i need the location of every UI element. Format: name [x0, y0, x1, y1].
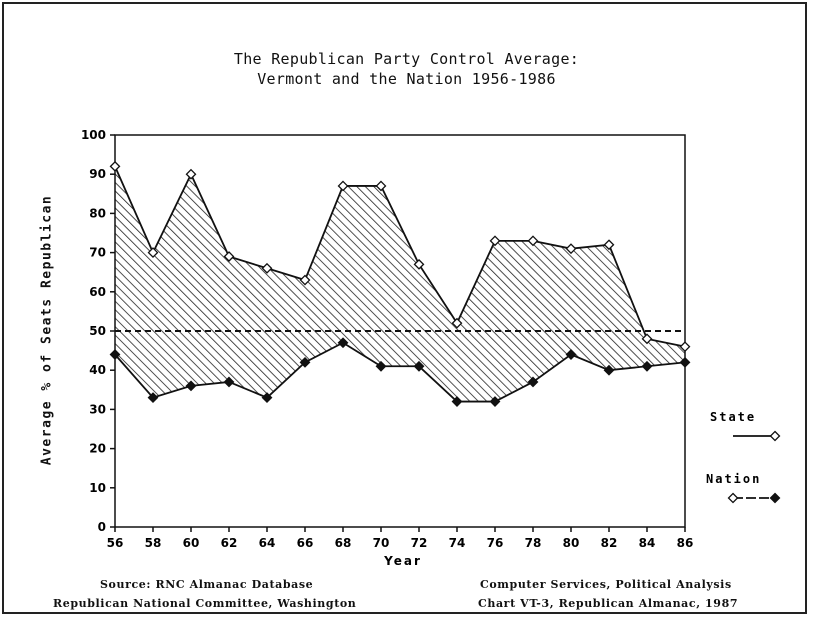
- footer-source-line1: Source: RNC Almanac Database: [100, 578, 314, 591]
- footer-source-line2: Republican National Committee, Washingto…: [53, 597, 357, 610]
- footer-credit-line1: Computer Services, Political Analysis: [480, 578, 732, 591]
- data-point-state: [185, 168, 197, 180]
- x-tick-label: 72: [411, 536, 428, 550]
- chart-title-line2: Vermont and the Nation 1956-1986: [257, 70, 556, 88]
- data-point-state: [413, 258, 425, 270]
- series-line-state: [114, 165, 686, 348]
- series-line-nation: [114, 341, 686, 403]
- y-tick-label: 70: [89, 246, 106, 260]
- footer-credit-line2: Chart VT-3, Republican Almanac, 1987: [478, 597, 739, 610]
- data-point-nation: [679, 356, 691, 368]
- data-point-nation: [147, 392, 159, 404]
- x-tick-label: 66: [297, 536, 314, 550]
- chart-frame: [2, 2, 807, 614]
- area-between-series: [115, 166, 685, 402]
- data-point-nation: [185, 380, 197, 392]
- data-point-nation: [527, 376, 539, 388]
- x-tick-label: 74: [449, 536, 466, 550]
- x-tick-label: 84: [639, 536, 656, 550]
- data-point-state: [451, 317, 463, 329]
- x-tick-label: 64: [259, 536, 276, 550]
- x-tick-label: 68: [335, 536, 352, 550]
- legend-label-state: State: [710, 410, 756, 424]
- data-point-nation: [451, 396, 463, 407]
- y-tick-label: 80: [89, 206, 106, 220]
- y-tick-label: 30: [89, 402, 106, 416]
- x-tick-label: 78: [525, 536, 542, 550]
- data-point-nation: [337, 337, 349, 349]
- y-tick-label: 60: [89, 285, 106, 299]
- data-point-state: [565, 243, 577, 255]
- data-point-state: [337, 180, 349, 192]
- data-point-nation: [565, 349, 577, 360]
- y-tick-label: 20: [89, 442, 106, 456]
- data-point-state: [679, 341, 691, 353]
- y-tick-label: 10: [89, 481, 106, 495]
- data-point-state: [223, 251, 235, 262]
- y-tick-label: 100: [81, 128, 106, 142]
- x-tick-label: 70: [373, 536, 390, 550]
- data-point-state: [375, 180, 387, 192]
- data-point-state: [527, 235, 539, 247]
- legend-marker-state: [769, 430, 781, 442]
- data-point-nation: [261, 392, 273, 404]
- data-point-nation: [489, 396, 501, 407]
- y-tick-label: 40: [89, 363, 106, 377]
- x-tick-label: 86: [677, 536, 694, 550]
- data-point-nation: [375, 360, 387, 372]
- data-point-nation: [223, 376, 235, 388]
- legend-marker-nation-open: [727, 492, 739, 504]
- x-axis-label: Year: [383, 554, 422, 568]
- data-point-state: [299, 274, 311, 286]
- y-tick-label: 0: [98, 520, 106, 534]
- data-point-state: [147, 247, 159, 259]
- x-tick-label: 82: [601, 536, 618, 550]
- data-point-state: [489, 235, 501, 247]
- legend-marker-nation: [769, 492, 781, 504]
- data-point-state: [261, 262, 273, 274]
- x-tick-label: 58: [145, 536, 162, 550]
- legend-label-nation: Nation: [706, 472, 761, 486]
- y-tick-label: 50: [89, 324, 106, 338]
- x-tick-label: 76: [487, 536, 504, 550]
- data-point-nation: [109, 349, 121, 360]
- data-point-state: [603, 239, 615, 251]
- data-point-nation: [299, 356, 311, 368]
- data-point-state: [109, 160, 121, 172]
- data-point-nation: [603, 364, 615, 376]
- data-point-state: [641, 333, 653, 345]
- x-tick-label: 62: [221, 536, 238, 550]
- x-tick-label: 80: [563, 536, 580, 550]
- data-point-nation: [641, 360, 653, 372]
- x-tick-label: 56: [107, 536, 124, 550]
- chart-title-line1: The Republican Party Control Average:: [233, 50, 580, 68]
- data-point-nation: [413, 360, 425, 372]
- y-tick-label: 90: [89, 167, 106, 181]
- x-tick-label: 60: [183, 536, 200, 550]
